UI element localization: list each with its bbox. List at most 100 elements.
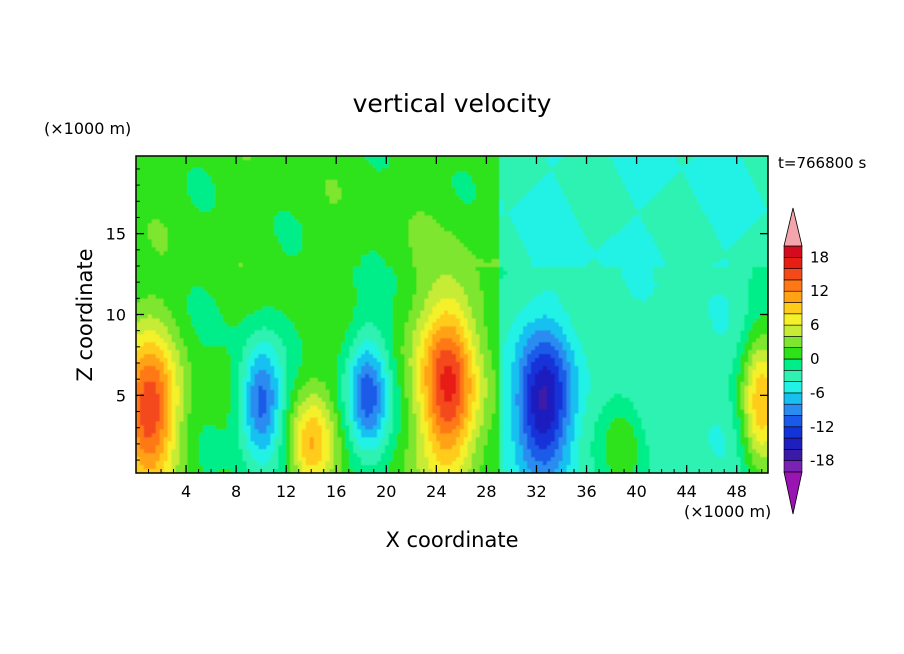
heatmap-cell — [258, 338, 263, 343]
heatmap-cell — [297, 274, 303, 280]
heatmap-cell — [175, 156, 181, 161]
heatmap-cell — [195, 314, 200, 320]
heatmap-cell — [199, 330, 204, 335]
heatmap-cell — [191, 342, 196, 347]
heatmap-cell — [155, 302, 161, 308]
heatmap-cell — [274, 203, 279, 209]
heatmap-cell — [238, 199, 244, 205]
heatmap-cell — [163, 437, 169, 442]
heatmap-cell — [345, 433, 350, 438]
heatmap-cell — [305, 286, 311, 292]
heatmap-cell — [246, 259, 252, 264]
heatmap-cell — [266, 227, 271, 232]
heatmap-cell — [238, 397, 244, 403]
heatmap-cell — [325, 373, 331, 379]
heatmap-cell — [136, 266, 141, 272]
heatmap-cell — [337, 449, 342, 454]
heatmap-cell — [195, 445, 200, 450]
heatmap-cell — [175, 298, 181, 304]
heatmap-cell — [191, 211, 196, 217]
heatmap-cell — [373, 175, 378, 181]
heatmap-cell — [226, 405, 232, 411]
heatmap-cell — [175, 465, 181, 470]
heatmap-cell — [274, 199, 279, 205]
heatmap-cell — [369, 266, 374, 272]
heatmap-cell — [361, 445, 366, 450]
heatmap-cell — [333, 259, 339, 264]
heatmap-cell — [230, 346, 236, 351]
heatmap-cell — [349, 243, 354, 248]
heatmap-cell — [218, 175, 224, 181]
heatmap-cell — [373, 433, 378, 438]
heatmap-cell — [274, 421, 279, 427]
heatmap-cell — [286, 239, 291, 244]
heatmap-cell — [361, 175, 366, 181]
heatmap-cell — [159, 449, 165, 454]
heatmap-cell — [341, 179, 346, 185]
heatmap-cell — [211, 421, 216, 427]
heatmap-cell — [274, 377, 279, 383]
heatmap-cell — [365, 449, 370, 454]
heatmap-cell — [294, 405, 299, 411]
heatmap-cell — [349, 409, 354, 415]
heatmap-cell — [179, 350, 184, 355]
heatmap-cell — [369, 425, 374, 431]
heatmap-cell — [139, 278, 145, 284]
heatmap-cell — [376, 270, 382, 276]
heatmap-cell — [270, 366, 275, 371]
heatmap-cell — [191, 278, 196, 284]
heatmap-cell — [313, 409, 319, 415]
heatmap-cell — [230, 223, 236, 228]
heatmap-cell — [376, 314, 382, 320]
heatmap-cell — [294, 187, 299, 193]
heatmap-cell — [341, 163, 346, 169]
heatmap-cell — [215, 179, 220, 185]
heatmap-cell — [215, 397, 220, 403]
heatmap-cell — [309, 441, 315, 446]
heatmap-cell — [139, 163, 145, 169]
heatmap-cell — [254, 465, 260, 470]
heatmap-cell — [286, 449, 291, 454]
heatmap-cell — [301, 199, 307, 205]
heatmap-cell — [297, 421, 303, 427]
heatmap-cell — [321, 239, 327, 244]
heatmap-cell — [274, 223, 279, 228]
heatmap-cell — [207, 235, 212, 240]
heatmap-cell — [254, 369, 260, 375]
heatmap-cell — [211, 298, 216, 304]
heatmap-cell — [301, 171, 307, 177]
heatmap-cell — [151, 274, 157, 280]
heatmap-cell — [369, 314, 374, 320]
heatmap-cell — [207, 278, 212, 284]
heatmap-cell — [297, 298, 303, 304]
heatmap-cell — [329, 243, 335, 248]
heatmap-cell — [147, 358, 153, 363]
heatmap-cell — [373, 354, 378, 359]
heatmap-cell — [163, 223, 169, 228]
heatmap-cell — [333, 342, 339, 347]
heatmap-cell — [234, 243, 240, 248]
heatmap-cell — [250, 385, 256, 391]
heatmap-cell — [270, 425, 275, 431]
heatmap-cell — [349, 290, 354, 296]
heatmap-cell — [373, 338, 378, 343]
heatmap-cell — [159, 453, 165, 458]
heatmap-cell — [258, 243, 263, 248]
heatmap-cell — [278, 314, 283, 320]
heatmap-cell — [262, 377, 267, 383]
heatmap-cell — [262, 207, 267, 213]
heatmap-cell — [159, 231, 165, 236]
heatmap-cell — [163, 251, 169, 256]
heatmap-cell — [262, 397, 267, 403]
heatmap-cell — [191, 159, 196, 165]
heatmap-cell — [345, 179, 350, 185]
heatmap-cell — [159, 156, 165, 161]
heatmap-cell — [218, 417, 224, 423]
heatmap-cell — [136, 298, 141, 304]
heatmap-cell — [234, 385, 240, 391]
heatmap-cell — [191, 453, 196, 458]
heatmap-cell — [226, 409, 232, 415]
heatmap-cell — [254, 405, 260, 411]
heatmap-cell — [155, 326, 161, 331]
heatmap-cell — [167, 385, 173, 391]
